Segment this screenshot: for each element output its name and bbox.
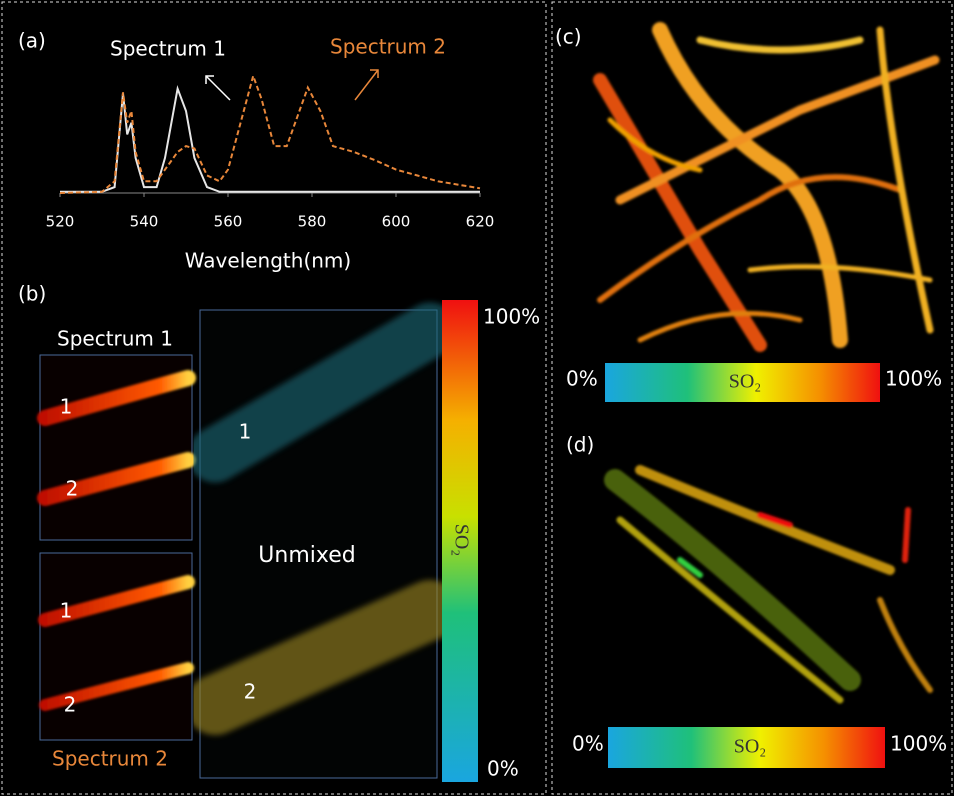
panel-label: (a) xyxy=(18,29,46,53)
arrow xyxy=(206,76,230,100)
x-tick-label: 540 xyxy=(130,213,159,231)
region-label: 2 xyxy=(244,680,257,704)
panel-d-image xyxy=(608,470,930,768)
panel-b-images xyxy=(40,300,478,782)
panel-label: (c) xyxy=(555,25,582,49)
x-tick-label: 600 xyxy=(382,213,411,231)
x-axis-label: Wavelength(nm) xyxy=(185,249,351,273)
x-tick-label: 620 xyxy=(466,213,495,231)
x-tick-label: 560 xyxy=(214,213,243,231)
image-title: Spectrum 1 xyxy=(57,327,173,351)
region-label: 1 xyxy=(60,395,73,419)
region-label: 1 xyxy=(60,599,73,623)
image-title: Spectrum 2 xyxy=(52,747,168,771)
region-label: 1 xyxy=(239,420,252,444)
figure: (a) (b) (c) (d) Spectrum 1 Spectrum 2 Wa… xyxy=(0,0,954,796)
panel-label: (b) xyxy=(18,282,46,306)
panel-c-image xyxy=(592,25,940,402)
colorbar-min: 0% xyxy=(566,367,598,391)
series-label: Spectrum 1 xyxy=(110,37,226,61)
region-label: 2 xyxy=(66,477,79,501)
colorbar-title: SO₂ xyxy=(734,736,767,758)
x-tick-label: 520 xyxy=(46,213,75,231)
colorbar-title: SO₂ xyxy=(729,371,762,393)
x-tick-label: 580 xyxy=(298,213,327,231)
image-title: Unmixed xyxy=(258,543,355,568)
colorbar-min: 0% xyxy=(487,757,519,781)
colorbar-min: 0% xyxy=(572,732,604,756)
series-label: Spectrum 2 xyxy=(330,35,446,59)
region-label: 2 xyxy=(64,693,77,717)
colorbar-max: 100% xyxy=(890,732,947,756)
panel-label: (d) xyxy=(566,433,594,457)
colorbar-title: SO₂ xyxy=(450,524,472,557)
arrow xyxy=(355,70,378,100)
series-line xyxy=(60,76,480,193)
colorbar-max: 100% xyxy=(483,305,540,329)
colorbar-max: 100% xyxy=(885,367,942,391)
